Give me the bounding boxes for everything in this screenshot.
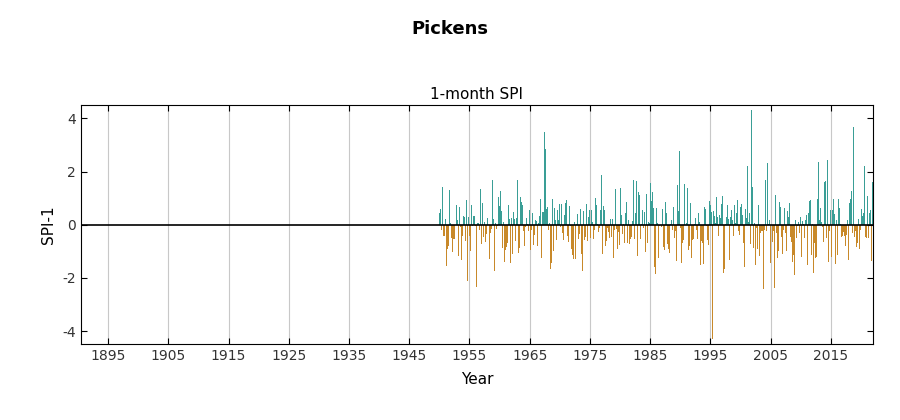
Y-axis label: SPI-1: SPI-1: [40, 205, 56, 244]
Text: Pickens: Pickens: [411, 21, 489, 38]
X-axis label: Year: Year: [461, 372, 493, 386]
Title: 1-month SPI: 1-month SPI: [430, 87, 524, 102]
